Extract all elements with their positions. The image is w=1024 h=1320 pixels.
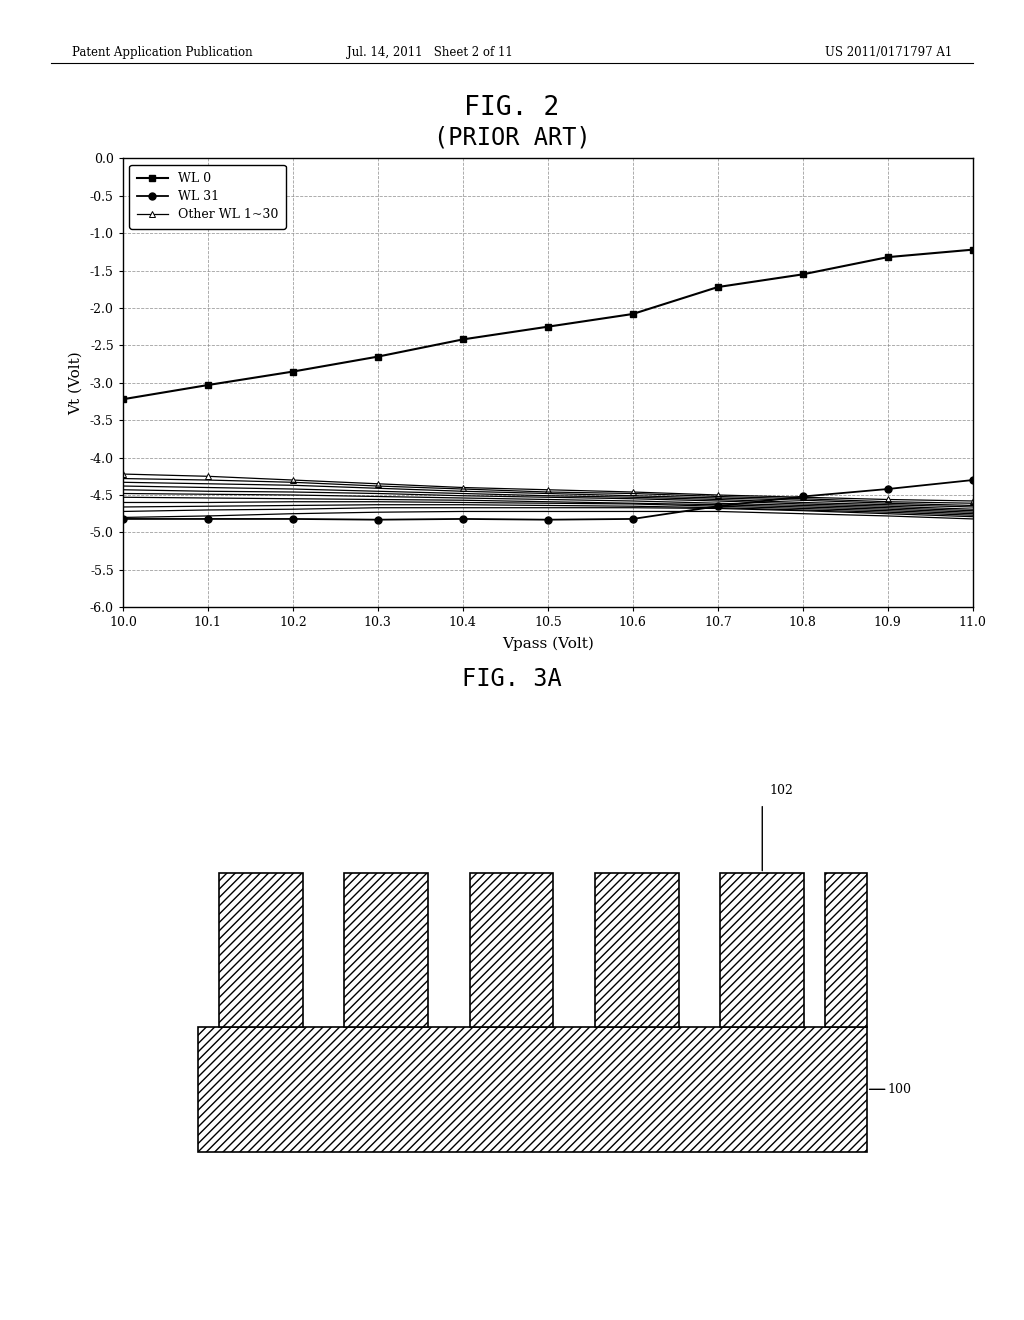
Legend: WL 0, WL 31, Other WL 1~30: WL 0, WL 31, Other WL 1~30 <box>129 165 286 228</box>
WL 31 <box>287 511 299 527</box>
Other WL 1~30 <box>797 490 809 506</box>
WL 0 <box>372 348 384 364</box>
WL 31 <box>797 488 809 504</box>
Other WL 1~30 <box>882 491 894 507</box>
Y-axis label: Vt (Volt): Vt (Volt) <box>69 351 83 414</box>
WL 0 <box>117 391 129 407</box>
WL 0 <box>797 267 809 282</box>
Other WL 1~30 <box>967 494 979 510</box>
X-axis label: Vpass (Volt): Vpass (Volt) <box>502 636 594 651</box>
WL 31 <box>542 512 554 528</box>
Bar <box>344 874 428 1027</box>
Other WL 1~30 <box>627 484 639 500</box>
Bar <box>470 874 553 1027</box>
WL 0 <box>287 363 299 380</box>
Other WL 1~30 <box>712 487 724 503</box>
Line: WL 0: WL 0 <box>120 247 976 403</box>
WL 0 <box>967 242 979 257</box>
Text: 100: 100 <box>888 1082 911 1096</box>
Bar <box>595 874 679 1027</box>
Other WL 1~30 <box>372 475 384 491</box>
WL 0 <box>627 306 639 322</box>
Text: FIG. 3A: FIG. 3A <box>462 667 562 690</box>
Text: US 2011/0171797 A1: US 2011/0171797 A1 <box>825 46 952 59</box>
WL 31 <box>712 499 724 515</box>
Other WL 1~30 <box>287 473 299 488</box>
WL 0 <box>457 331 469 347</box>
Bar <box>199 1027 866 1152</box>
Bar <box>721 874 804 1027</box>
WL 31 <box>627 511 639 527</box>
WL 31 <box>882 480 894 496</box>
WL 31 <box>372 512 384 528</box>
Other WL 1~30 <box>457 479 469 495</box>
Text: 102: 102 <box>769 784 794 797</box>
WL 31 <box>967 473 979 488</box>
WL 31 <box>117 511 129 527</box>
Line: WL 31: WL 31 <box>120 477 976 523</box>
Text: FIG. 2: FIG. 2 <box>464 95 560 121</box>
Text: Jul. 14, 2011   Sheet 2 of 11: Jul. 14, 2011 Sheet 2 of 11 <box>347 46 513 59</box>
Other WL 1~30 <box>202 469 214 484</box>
WL 31 <box>202 511 214 527</box>
WL 31 <box>457 511 469 527</box>
Other WL 1~30 <box>542 482 554 498</box>
Bar <box>825 874 866 1027</box>
Other WL 1~30 <box>117 466 129 482</box>
WL 0 <box>882 249 894 265</box>
Text: (PRIOR ART): (PRIOR ART) <box>433 125 591 149</box>
WL 0 <box>712 279 724 294</box>
Line: Other WL 1~30: Other WL 1~30 <box>120 471 976 504</box>
Bar <box>219 874 303 1027</box>
Text: Patent Application Publication: Patent Application Publication <box>72 46 252 59</box>
WL 0 <box>202 378 214 393</box>
WL 0 <box>542 318 554 334</box>
